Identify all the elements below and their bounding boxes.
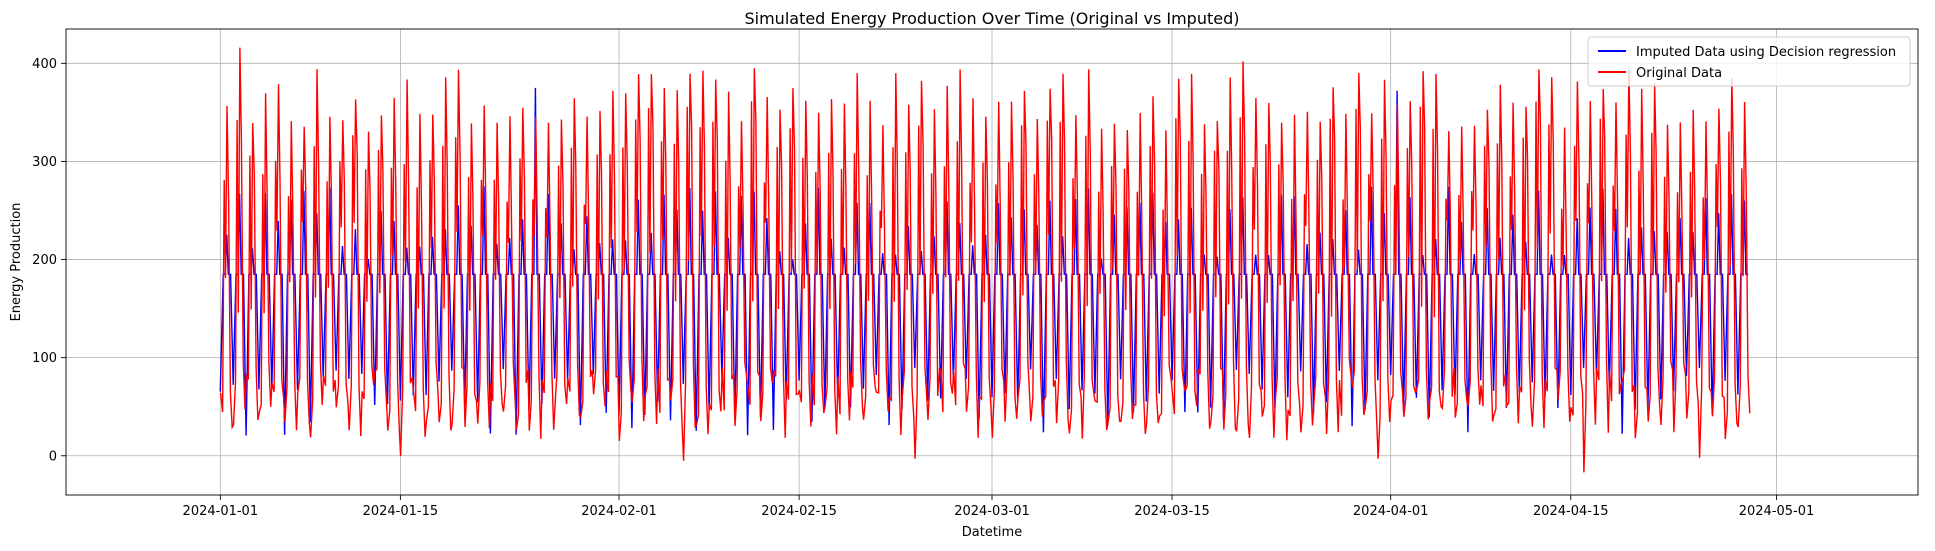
x-tick-label: 2024-03-15: [1134, 504, 1210, 519]
y-axis-label: Energy Production: [9, 203, 24, 322]
x-tick-label: 2024-01-15: [363, 504, 439, 519]
x-tick-label: 2024-03-01: [954, 504, 1030, 519]
series-layer: [219, 47, 1751, 473]
y-tick-label: 100: [32, 351, 57, 366]
x-tick-label: 2024-02-01: [581, 504, 657, 519]
x-tick-label: 2024-01-01: [183, 504, 259, 519]
chart-title: Simulated Energy Production Over Time (O…: [744, 9, 1239, 28]
x-axis: 2024-01-01 2024-01-15 2024-02-01 2024-02-15…: [183, 495, 1815, 519]
legend-label-original: Original Data: [1636, 66, 1722, 81]
legend-label-imputed: Imputed Data using Decision regression: [1636, 45, 1896, 60]
x-tick-label: 2024-05-01: [1739, 504, 1815, 519]
y-tick-label: 400: [32, 57, 57, 72]
x-tick-label: 2024-04-01: [1353, 504, 1429, 519]
y-tick-label: 200: [32, 253, 57, 268]
legend-box: [1587, 36, 1911, 87]
legend: Imputed Data using Decision regression O…: [1587, 36, 1911, 87]
x-tick-label: 2024-04-15: [1533, 504, 1609, 519]
y-tick-label: 0: [49, 449, 57, 464]
y-axis: 0 100 200 300 400: [32, 57, 66, 464]
series-line-original: [219, 47, 1751, 473]
x-tick-label: 2024-02-15: [761, 504, 837, 519]
y-tick-label: 300: [32, 155, 57, 170]
x-axis-label: Datetime: [962, 525, 1022, 540]
